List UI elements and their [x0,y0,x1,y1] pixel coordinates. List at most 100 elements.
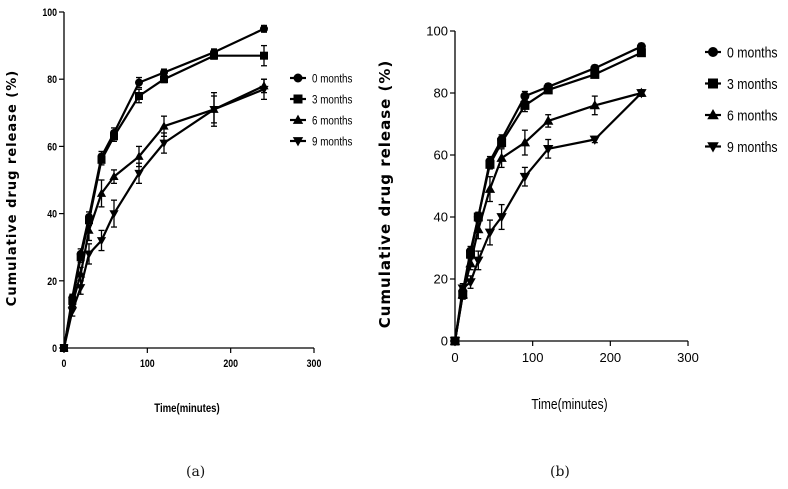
chart-panel-b: 0 20 40 60 80 100 0 100 200 300 Time(minutes) Cumul… [376,24,778,413]
caption-a: (a) [186,464,206,480]
legend-marker [293,73,303,83]
data-point [473,224,484,234]
data-point [84,225,94,234]
series-line [62,84,265,349]
data-point [135,92,143,100]
data-point [457,284,468,294]
x-axis-label: Time(minutes) [154,402,220,415]
data-point [496,213,507,223]
data-point [97,155,106,164]
legend-label: 0 months [312,72,353,85]
legend-marker [707,109,719,120]
y-tick-label: 0 [441,334,448,349]
legend-label: 3 months [727,76,778,92]
legend-label: 0 months [727,44,778,60]
data-point [543,144,554,155]
legend-marker [708,78,718,89]
series-9-months [59,78,269,353]
x-tick-label: 100 [522,350,544,365]
legend-marker [293,94,303,104]
y-axis-label: Cumulative drug release (%) [5,70,20,306]
y-axis-label: Cumulative drug release (%) [376,60,394,329]
chart-panel-a: 0 20 40 60 80 100 0 100 200 300 Time(minutes) Cumul… [5,7,353,415]
x-tick-label: 0 [62,358,67,370]
data-point [466,249,476,259]
data-point [485,159,495,169]
series-3-months [450,48,646,346]
data-point [135,78,143,87]
data-point [159,121,169,130]
legend-label: 3 months [312,93,353,106]
data-point [76,284,86,293]
data-point [210,51,218,60]
data-point [260,51,268,60]
legend-marker [708,47,718,57]
data-point [134,169,144,179]
series-line [453,91,642,342]
data-point [496,152,507,162]
data-point [473,256,484,266]
legend-label: 9 months [312,135,353,148]
y-tick-label: 20 [47,276,57,288]
y-tick-label: 100 [426,24,448,39]
data-point [449,337,461,347]
series-3-months [60,44,268,352]
series-0-months [60,24,268,352]
data-point [465,278,476,288]
legend-entry-9-months: 9 months [705,139,778,155]
data-point [636,89,647,99]
data-point [473,212,483,222]
data-point [67,307,77,316]
y-tick-label: 100 [42,7,57,19]
data-point [109,210,119,219]
y-tick-label: 80 [47,74,57,86]
data-point [109,171,119,181]
x-tick-label: 200 [599,350,621,365]
series-9-months [449,89,647,347]
legend-label: 9 months [727,139,778,155]
x-tick-label: 100 [140,358,155,370]
data-point [589,135,600,145]
data-point [636,48,646,58]
data-point [484,228,496,238]
data-point [160,75,168,84]
data-point [209,106,219,115]
legend-entry-3-months: 3 months [705,76,778,92]
series-line [62,54,264,349]
series-line [453,51,642,342]
series-line [62,88,265,349]
x-tick-label: 300 [307,358,322,370]
legend-marker [292,137,304,147]
data-point [96,188,107,197]
data-point [543,85,553,95]
legend-entry-6-months: 6 months [290,114,353,128]
x-axis-label: Time(minutes) [531,396,607,413]
data-point [589,100,600,110]
caption-b: (b) [550,464,570,480]
data-point [497,138,507,148]
legend-label: 6 months [727,107,778,123]
data-point [159,139,169,148]
y-tick-label: 0 [52,343,57,355]
x-tick-label: 0 [451,350,458,365]
data-point [59,344,69,353]
legend-entry-3-months: 3 months [290,93,353,107]
data-point [543,115,554,125]
y-tick-label: 40 [47,209,57,221]
data-point [134,151,144,160]
data-point [260,24,268,33]
data-point [259,85,269,95]
legend-entry-0-months: 0 months [705,44,778,61]
data-point [465,258,476,268]
data-point [590,69,600,79]
y-tick-label: 20 [434,272,448,287]
legend-label: 6 months [312,114,353,127]
data-point [519,172,531,183]
data-point [160,68,168,77]
y-tick-label: 60 [434,148,448,163]
x-tick-label: 300 [677,350,699,365]
y-tick-label: 40 [434,210,448,225]
y-tick-label: 80 [434,86,448,101]
data-point [76,253,85,262]
